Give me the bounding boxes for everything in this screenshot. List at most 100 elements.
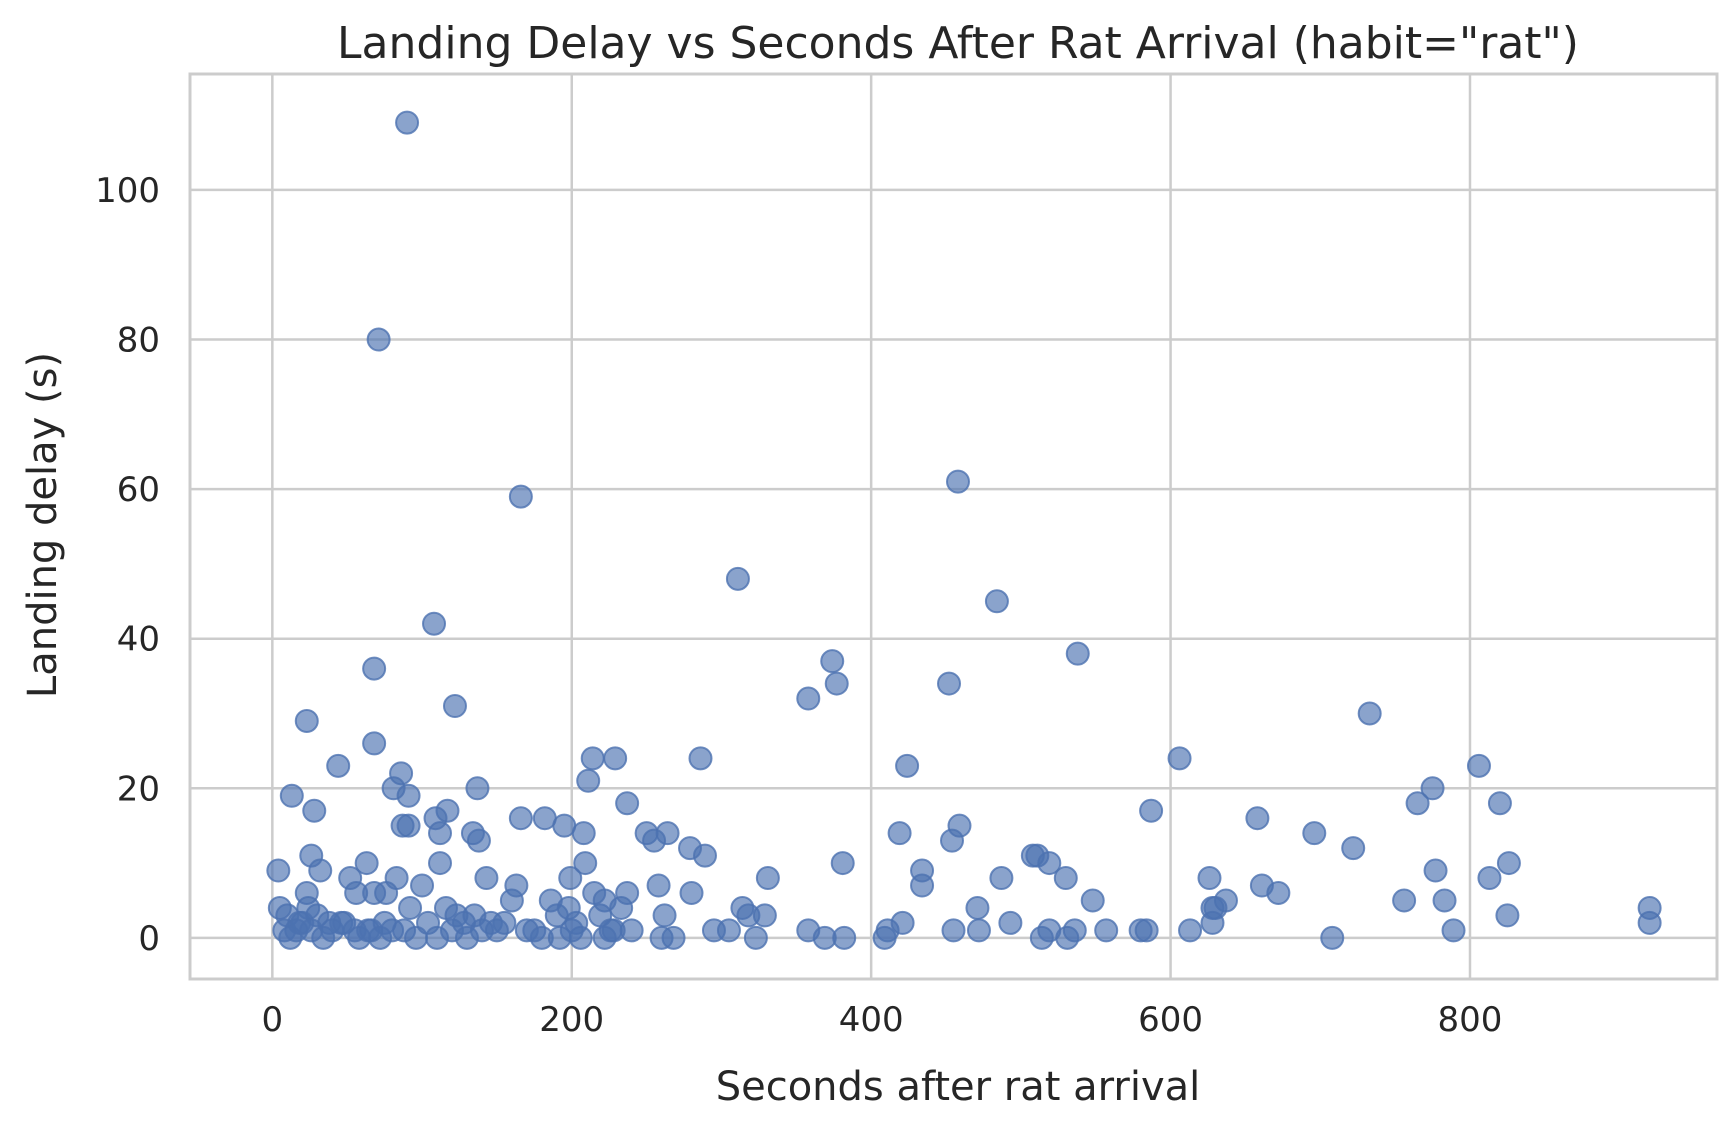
- x-axis-label: Seconds after rat arrival: [716, 1064, 1201, 1110]
- x-tick-label: 800: [1438, 1000, 1503, 1040]
- data-point: [508, 484, 533, 509]
- data-point: [1065, 641, 1090, 666]
- y-axis-label: Landing delay (s): [20, 352, 66, 698]
- data-point: [266, 858, 291, 883]
- x-tick-labels: 0 200 400 600 800: [262, 1000, 1503, 1040]
- data-point: [1477, 866, 1502, 891]
- data-point: [910, 873, 935, 898]
- data-point: [1341, 836, 1366, 861]
- data-point: [1139, 798, 1164, 823]
- chart-title: Landing Delay vs Seconds After Rat Arriv…: [337, 18, 1579, 69]
- plot-frame: [188, 72, 1719, 981]
- data-point: [465, 776, 490, 801]
- y-tick-label: 20: [117, 769, 160, 809]
- data-points: [266, 110, 1662, 950]
- data-point: [362, 656, 387, 681]
- data-point: [508, 806, 533, 831]
- data-point: [1200, 910, 1225, 935]
- data-point: [1053, 866, 1078, 891]
- data-point: [725, 566, 750, 591]
- data-point: [366, 327, 391, 352]
- data-point: [890, 910, 915, 935]
- data-point: [1357, 701, 1382, 726]
- data-point: [1495, 903, 1520, 928]
- data-point: [887, 821, 912, 846]
- data-point: [1080, 888, 1105, 913]
- data-point: [380, 918, 405, 943]
- data-point: [945, 469, 970, 494]
- data-point: [362, 731, 387, 756]
- data-point: [1423, 858, 1448, 883]
- y-tick-label: 40: [117, 620, 160, 660]
- data-point: [830, 851, 855, 876]
- data-point: [1245, 806, 1270, 831]
- data-point: [1637, 910, 1662, 935]
- data-point: [603, 746, 628, 771]
- data-point: [1266, 880, 1291, 905]
- data-point: [474, 866, 499, 891]
- data-point: [398, 895, 423, 920]
- data-point: [558, 866, 583, 891]
- data-point: [428, 851, 453, 876]
- data-point: [1094, 918, 1119, 943]
- data-point: [326, 753, 351, 778]
- data-point: [568, 925, 593, 950]
- data-point: [1420, 776, 1445, 801]
- data-point: [374, 880, 399, 905]
- data-point: [1432, 888, 1457, 913]
- data-point: [752, 903, 777, 928]
- data-point: [940, 828, 965, 853]
- y-tick-labels: 0 20 40 60 80 100: [95, 171, 160, 959]
- x-tick-label: 0: [262, 1000, 284, 1040]
- data-point: [679, 880, 704, 905]
- data-point: [989, 866, 1014, 891]
- data-point: [966, 918, 991, 943]
- data-point: [688, 746, 713, 771]
- data-point: [1197, 866, 1222, 891]
- data-point: [466, 828, 491, 853]
- y-tick-label: 60: [117, 470, 160, 510]
- data-point: [984, 589, 1009, 614]
- data-point: [743, 925, 768, 950]
- data-point: [701, 918, 726, 943]
- data-point: [692, 843, 717, 868]
- data-point: [571, 821, 596, 846]
- x-tick-label: 400: [839, 1000, 904, 1040]
- data-point: [1320, 925, 1345, 950]
- x-tick-label: 600: [1138, 1000, 1203, 1040]
- data-point: [755, 866, 780, 891]
- y-tick-label: 80: [117, 321, 160, 361]
- data-point: [404, 925, 429, 950]
- data-point: [895, 753, 920, 778]
- data-point: [652, 903, 677, 928]
- data-point: [615, 791, 640, 816]
- data-point: [937, 671, 962, 696]
- data-point: [796, 686, 821, 711]
- data-point: [642, 828, 667, 853]
- data-point: [1487, 791, 1512, 816]
- data-point: [499, 888, 524, 913]
- data-point: [410, 873, 435, 898]
- y-tick-label: 0: [138, 919, 160, 959]
- data-point: [580, 746, 605, 771]
- data-point: [1466, 753, 1491, 778]
- data-point: [941, 918, 966, 943]
- data-point: [428, 821, 453, 846]
- data-point: [965, 895, 990, 920]
- data-point: [332, 910, 357, 935]
- data-point: [308, 858, 333, 883]
- data-point: [1178, 918, 1203, 943]
- y-tick-label: 100: [95, 171, 160, 211]
- data-point: [1062, 918, 1087, 943]
- data-point: [302, 798, 327, 823]
- data-point: [1496, 851, 1521, 876]
- data-point: [1441, 918, 1466, 943]
- data-point: [1392, 888, 1417, 913]
- data-point: [609, 895, 634, 920]
- data-point: [576, 768, 601, 793]
- data-point: [573, 851, 598, 876]
- data-point: [820, 649, 845, 674]
- data-point: [1405, 791, 1430, 816]
